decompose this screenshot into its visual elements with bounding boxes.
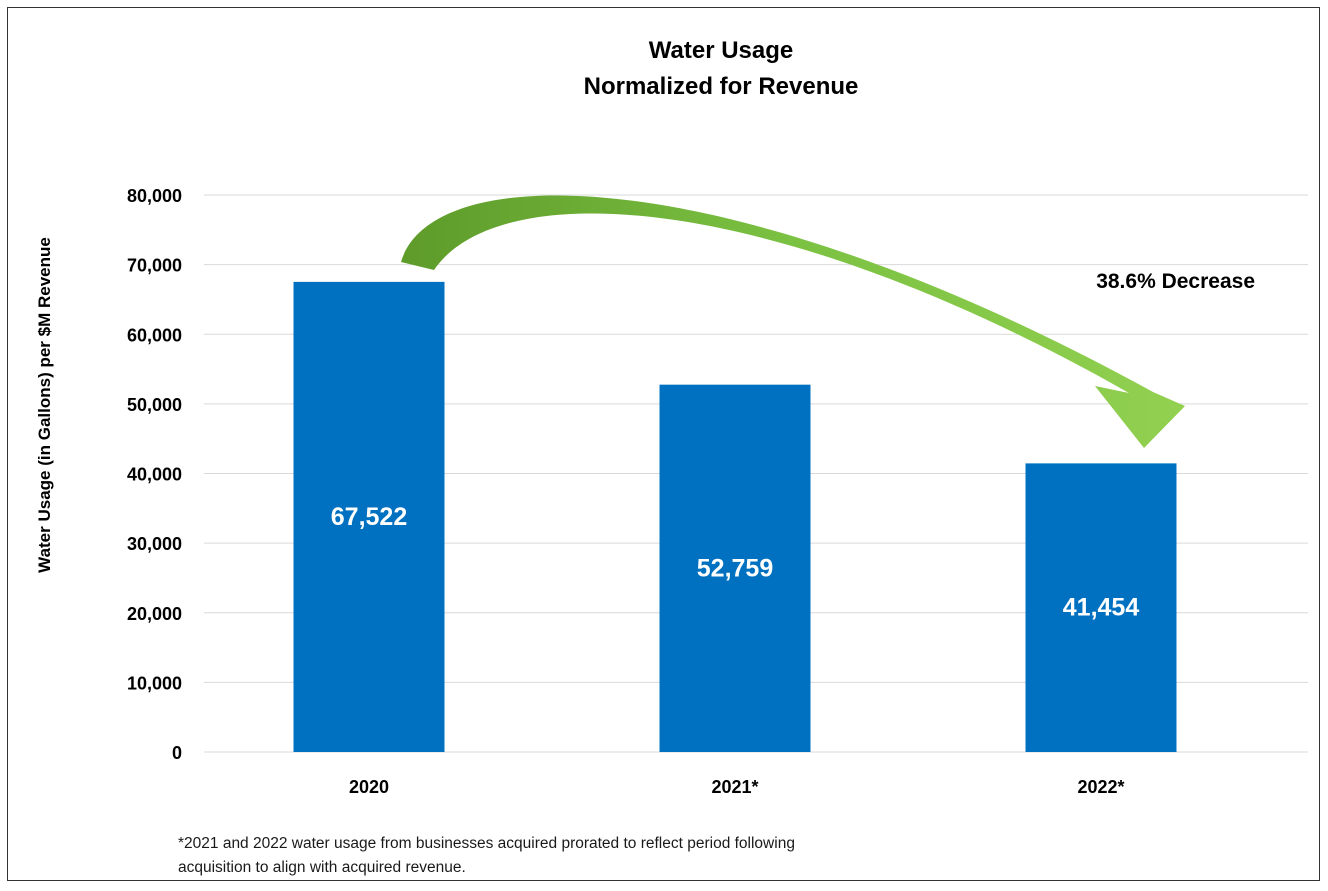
y-tick-label: 50,000: [127, 395, 182, 415]
y-tick-label: 80,000: [127, 186, 182, 206]
y-tick-label: 10,000: [127, 673, 182, 693]
x-tick-label: 2020: [349, 777, 389, 797]
bar-chart: Water Usage Normalized for Revenue Water…: [35, 37, 1308, 797]
footnote: *2021 and 2022 water usage from business…: [178, 832, 1078, 880]
y-tick-label: 60,000: [127, 325, 182, 345]
chart-title-line1: Water Usage: [649, 37, 794, 64]
y-tick-label: 30,000: [127, 534, 182, 554]
chart-frame: Water Usage Normalized for Revenue Water…: [7, 7, 1320, 881]
bar: [1025, 463, 1177, 752]
y-tick-label: 70,000: [127, 256, 182, 276]
y-tick-label: 20,000: [127, 604, 182, 624]
footnote-line-1: *2021 and 2022 water usage from business…: [178, 835, 795, 852]
y-tick-label: 0: [172, 743, 182, 763]
decrease-arrow: [401, 195, 1185, 448]
bar-value-label: 41,454: [1063, 594, 1140, 622]
decrease-annotation: 38.6% Decrease: [1096, 270, 1255, 293]
bar: [293, 281, 445, 752]
x-tick-label: 2022*: [1077, 777, 1124, 797]
footnote-line-2: acquisition to align with acquired reven…: [178, 859, 466, 876]
bar-value-label: 67,522: [331, 503, 407, 531]
y-axis-label: Water Usage (in Gallons) per $M Revenue: [35, 237, 54, 573]
bar: [659, 384, 811, 752]
y-tick-label: 40,000: [127, 465, 182, 485]
bar-value-label: 52,759: [697, 554, 773, 582]
chart-title-line2: Normalized for Revenue: [584, 73, 859, 100]
x-tick-label: 2021*: [711, 777, 758, 797]
